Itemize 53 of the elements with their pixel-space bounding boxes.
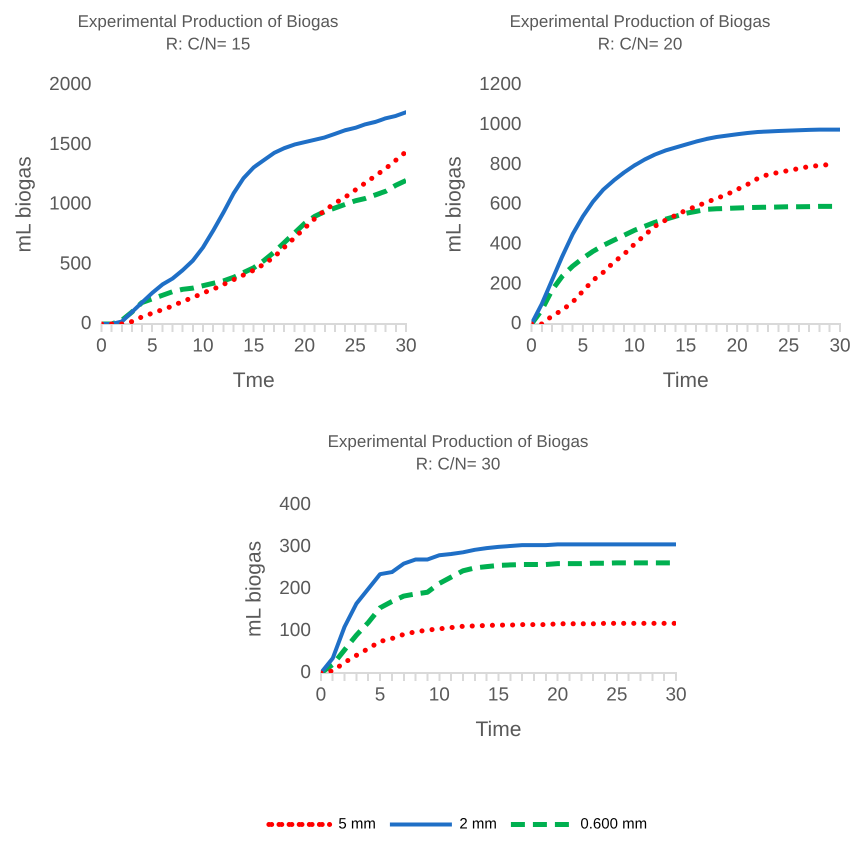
y-tick-label: 0 [80, 313, 92, 334]
x-tick-label: 5 [578, 336, 588, 357]
x-tick-label: 5 [146, 336, 158, 357]
chart-title: Experimental Production of Biogas [510, 12, 770, 31]
x-tick-label: 25 [606, 684, 628, 706]
x-tick-label: 10 [624, 336, 645, 357]
y-axis-title: mL biogas [442, 156, 466, 252]
x-tick-label: 15 [675, 336, 696, 357]
x-tick-label: 25 [778, 336, 800, 357]
y-axis-title: mL biogas [242, 540, 266, 637]
x-tick-label: 20 [726, 336, 748, 357]
x-axis-title: Time [662, 369, 709, 392]
x-tick-label: 30 [395, 336, 417, 357]
x-tick-label: 15 [488, 684, 510, 706]
y-tick-label: 1000 [479, 114, 522, 135]
x-tick-label: 10 [192, 336, 214, 357]
y-tick-label: 100 [279, 620, 311, 642]
y-tick-label: 400 [490, 234, 522, 254]
x-tick-label: 10 [428, 684, 450, 706]
y-tick-label: 2000 [49, 74, 92, 96]
y-tick-label: 200 [279, 578, 311, 600]
x-tick-label: 30 [665, 684, 687, 706]
chart-title: Experimental Production of Biogas [78, 12, 338, 31]
x-tick-label: 30 [829, 336, 851, 357]
x-tick-label: 0 [526, 336, 537, 357]
y-tick-label: 1200 [479, 74, 522, 96]
y-tick-label: 500 [60, 253, 92, 274]
chart-subtitle: R: C/N= 20 [598, 34, 682, 54]
x-tick-label: 0 [96, 336, 107, 357]
x-tick-label: 20 [294, 336, 316, 357]
x-tick-label: 0 [316, 684, 326, 706]
x-tick-label: 5 [374, 684, 386, 706]
x-axis-title: Time [476, 718, 522, 742]
y-tick-label: 1500 [49, 134, 92, 155]
x-axis-title: Tme [232, 369, 275, 392]
x-tick-label: 25 [344, 336, 366, 357]
y-tick-label: 0 [300, 662, 311, 684]
y-axis-title: mL biogas [12, 156, 36, 252]
y-tick-label: 400 [279, 494, 311, 516]
y-tick-label: 200 [490, 273, 522, 294]
legend-label: 0.600 mm [580, 816, 648, 833]
chart-subtitle: R: C/N= 30 [416, 454, 500, 474]
legend-label: 5 mm [338, 816, 376, 833]
chart-subtitle: R: C/N= 15 [166, 34, 250, 54]
legend-label: 2 mm [459, 816, 497, 833]
x-tick-label: 20 [547, 684, 568, 706]
y-tick-label: 300 [279, 536, 311, 558]
y-tick-label: 0 [510, 313, 522, 334]
y-tick-label: 600 [490, 194, 522, 215]
y-tick-label: 1000 [49, 194, 92, 215]
x-tick-label: 15 [243, 336, 264, 357]
y-tick-label: 800 [490, 154, 522, 175]
chart-title: Experimental Production of Biogas [328, 432, 588, 451]
